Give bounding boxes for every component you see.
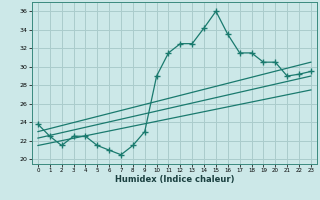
X-axis label: Humidex (Indice chaleur): Humidex (Indice chaleur) (115, 175, 234, 184)
